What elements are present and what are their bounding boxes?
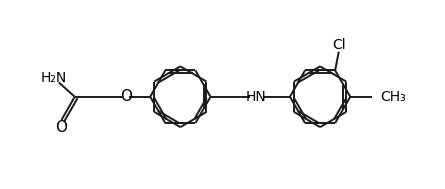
Text: HN: HN: [245, 90, 266, 104]
Text: O: O: [55, 120, 67, 135]
Text: CH₃: CH₃: [380, 90, 406, 104]
Text: H₂N: H₂N: [41, 70, 67, 84]
Text: Cl: Cl: [332, 38, 345, 52]
Text: O: O: [120, 89, 132, 104]
